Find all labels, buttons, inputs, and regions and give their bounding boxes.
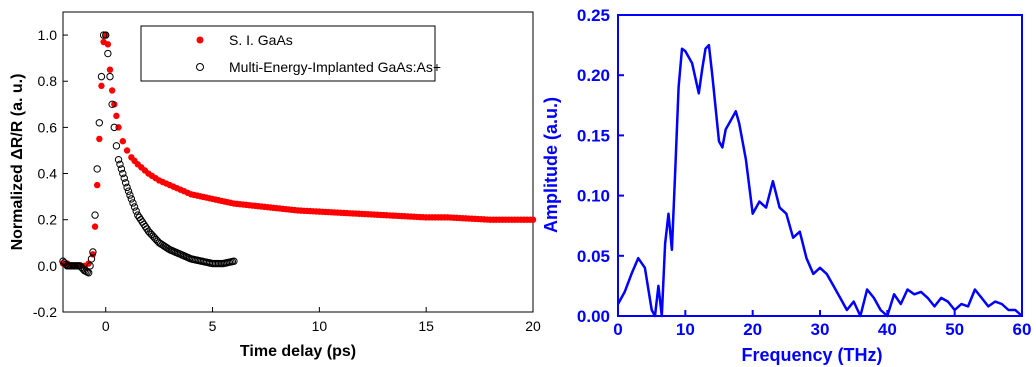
series2-point [127, 195, 136, 203]
left-y-tick-label: 0.6 [38, 119, 58, 135]
left-y-tick-label: -0.2 [33, 304, 57, 320]
series2-point [116, 160, 124, 169]
series1-point [111, 101, 118, 108]
series1-point [93, 181, 101, 189]
series1-point [119, 138, 127, 145]
series2-point [104, 49, 112, 58]
legend-marker-series2 [196, 63, 204, 71]
series1-point [102, 31, 109, 39]
series2-point [121, 179, 130, 187]
right-x-tick-label: 20 [743, 320, 762, 339]
right-x-tick-label: 40 [878, 320, 897, 339]
series2-point [110, 123, 118, 132]
left-chart: -0.2 0.0 0.2 0.4 0.6 0.8 1.0 0 5 10 15 20 Time del… [9, 11, 541, 360]
left-y-tick-label: 1.0 [38, 27, 58, 43]
series2-point [102, 31, 110, 39]
left-plot-frame [62, 11, 534, 313]
right-y-tick-label: 0.00 [577, 307, 610, 326]
series2-point [129, 199, 137, 207]
right-x-tick-label: 50 [945, 320, 964, 339]
right-y-tick-label: 0.15 [577, 126, 610, 145]
series2-point [99, 31, 108, 39]
series1-point [96, 135, 103, 143]
series1-point [529, 216, 537, 223]
left-x-tick-label: 20 [525, 318, 541, 334]
series1-point [91, 223, 99, 230]
series2-point [97, 72, 106, 81]
series2-point [114, 155, 123, 164]
right-x-tick-label: 0 [613, 320, 622, 339]
series2-point [132, 207, 140, 215]
left-y-tick-label: 0.4 [38, 166, 58, 182]
series2-point [108, 100, 116, 109]
series2-point [84, 269, 93, 277]
series2-point [106, 72, 114, 81]
series2-point [126, 191, 134, 199]
right-x-tick-label: 30 [811, 320, 830, 339]
left-y-ticks: -0.2 0.0 0.2 0.4 0.6 0.8 1.0 [33, 27, 68, 320]
legend-label-series2: Multi-Energy-Implanted GaAs:As+ [229, 59, 441, 75]
left-x-tick-label: 15 [418, 318, 434, 334]
series2-point [89, 248, 97, 256]
right-y-ticks: 0.00 0.05 0.10 0.15 0.20 0.25 [577, 6, 624, 326]
left-y-axis-label: Normalized ΔR/R (a. u.) [9, 74, 26, 251]
right-x-axis-label: Frequency (THz) [741, 345, 882, 365]
right-x-ticks: 0 10 20 30 40 50 60 [613, 310, 1031, 339]
series2-point [112, 142, 121, 150]
legend-marker-series1 [196, 36, 204, 44]
series2-point [230, 257, 238, 265]
right-plot-frame [617, 14, 1023, 317]
series1-point [104, 41, 112, 48]
right-y-tick-label: 0.10 [577, 187, 610, 206]
left-x-tick-label: 0 [102, 318, 110, 334]
right-x-tick-label: 10 [676, 320, 695, 339]
series2-point [95, 119, 104, 127]
right-x-tick-label: 60 [1013, 320, 1032, 339]
legend-label-series1: S. I. GaAs [229, 32, 293, 48]
series2-point [124, 187, 133, 195]
left-y-tick-label: 0.2 [38, 212, 58, 228]
series2-point [130, 203, 139, 211]
right-y-tick-label: 0.25 [577, 6, 610, 25]
series2-point [117, 165, 126, 173]
right-series-line [616, 43, 1023, 318]
series1-point [98, 82, 105, 90]
right-y-axis-label: Amplitude (a.u.) [541, 97, 561, 233]
series2-point [86, 262, 94, 270]
left-data-points [59, 31, 537, 277]
series2-point [91, 211, 99, 219]
series1-point [123, 147, 131, 154]
series2-point [83, 268, 91, 276]
left-x-tick-label: 5 [209, 318, 217, 334]
left-y-tick-label: 0.8 [38, 73, 58, 89]
left-x-ticks: 0 5 10 15 20 [102, 307, 541, 334]
right-y-tick-label: 0.05 [577, 247, 610, 266]
series1-point [113, 112, 120, 120]
legend: S. I. GaAs Multi-Energy-Implanted GaAs:A… [140, 25, 441, 82]
right-chart: 0.00 0.05 0.10 0.15 0.20 0.25 0 10 20 30 40 50 60 F… [541, 6, 1031, 365]
series2-point [87, 255, 96, 263]
series2-point [93, 165, 101, 173]
left-x-tick-label: 10 [312, 318, 328, 334]
right-y-tick-label: 0.20 [577, 66, 610, 85]
series2-point [120, 174, 128, 182]
left-y-tick-label: 0.0 [38, 258, 58, 274]
legend-box [140, 25, 436, 82]
left-x-axis-label: Time delay (ps) [240, 343, 356, 360]
series2-point [123, 183, 131, 192]
series2-point [119, 169, 127, 178]
series1-point [106, 66, 114, 73]
series1-point [108, 87, 116, 94]
